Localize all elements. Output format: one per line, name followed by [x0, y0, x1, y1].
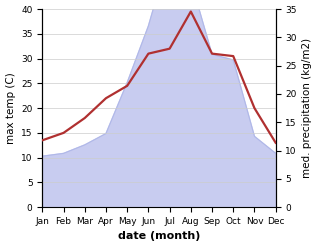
Y-axis label: max temp (C): max temp (C) [5, 72, 16, 144]
Y-axis label: med. precipitation (kg/m2): med. precipitation (kg/m2) [302, 38, 313, 178]
X-axis label: date (month): date (month) [118, 231, 200, 242]
